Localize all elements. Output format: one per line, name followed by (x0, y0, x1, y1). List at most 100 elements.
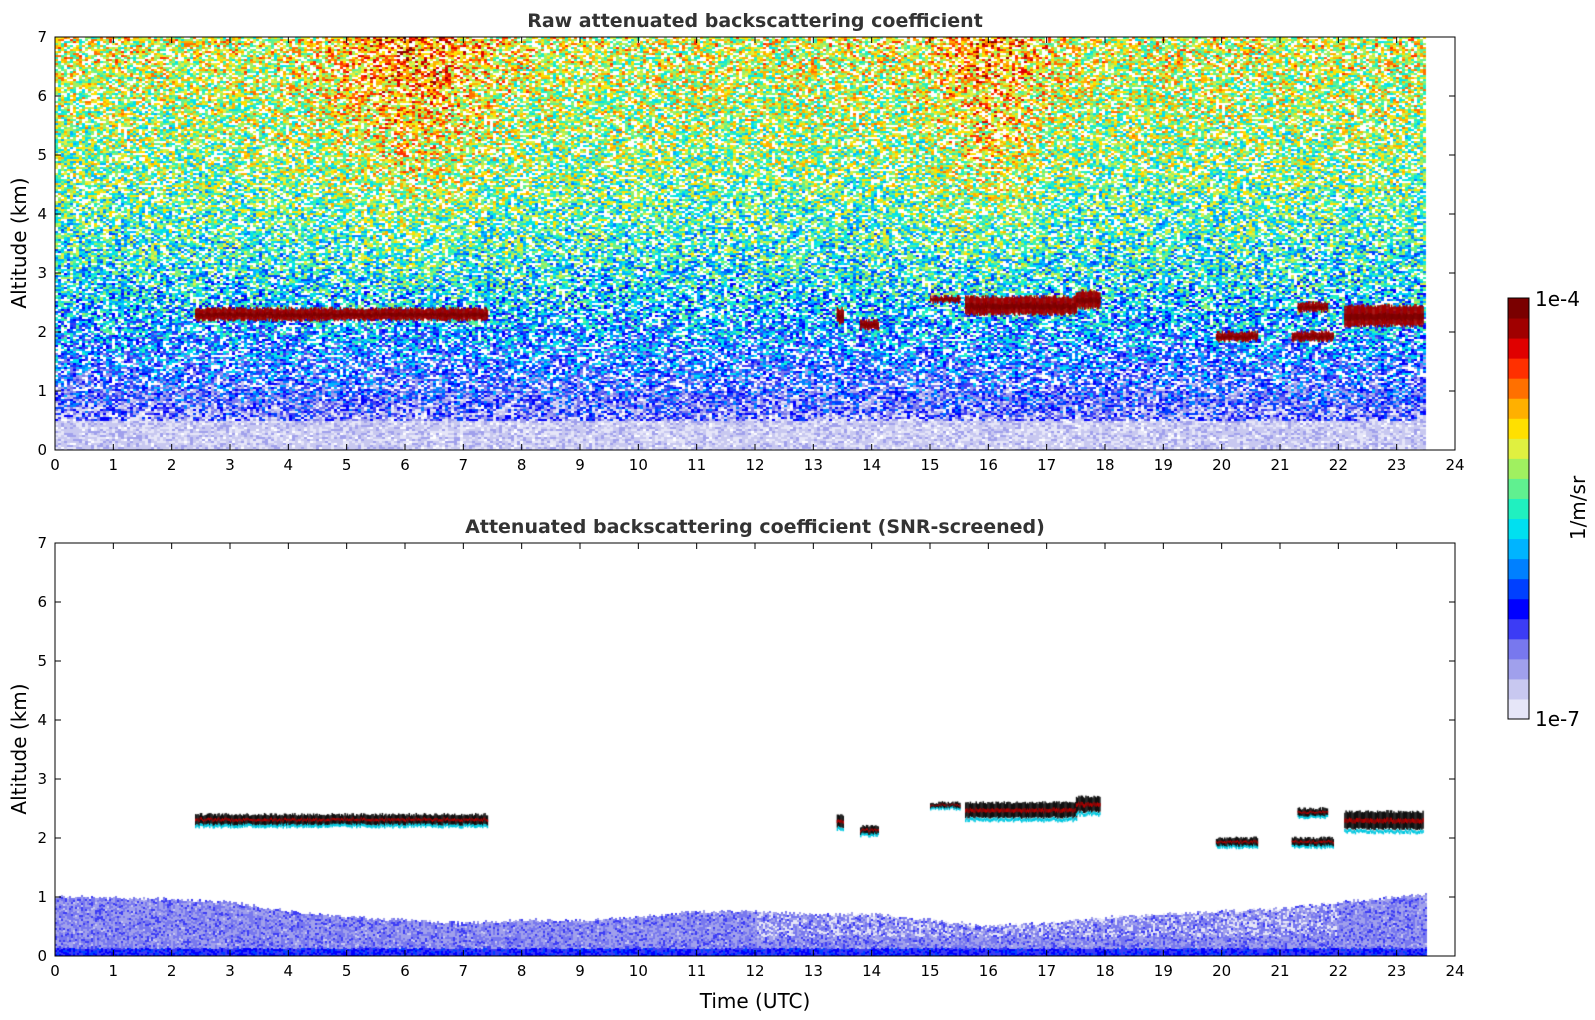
colorbar-segment (1508, 478, 1529, 499)
x-tick-label: 19 (1154, 456, 1173, 474)
x-tick-label: 11 (687, 962, 706, 980)
colorbar-segment (1508, 698, 1529, 720)
colorbar-max-label: 1e-4 (1535, 287, 1580, 311)
x-tick-label: 18 (1095, 962, 1114, 980)
x-tick-label: 22 (1329, 962, 1348, 980)
x-tick-label: 1 (109, 456, 119, 474)
x-tick-label: 13 (804, 456, 823, 474)
panel1-y-ticks: 0 1 2 3 4 5 6 7 (37, 28, 1455, 459)
x-tick-label: 0 (50, 456, 60, 474)
colorbar-segment (1508, 618, 1529, 640)
colorbar-segment (1508, 338, 1529, 359)
panel1-y-axis-label: Altitude (km) (7, 177, 31, 308)
colorbar-segment (1508, 578, 1529, 600)
x-tick-label: 0 (50, 962, 60, 980)
raw-backscatter-panel: Raw attenuated backscattering coefficien… (7, 10, 1465, 474)
y-tick-label: 4 (37, 205, 47, 223)
x-tick-label: 2 (167, 962, 177, 980)
x-tick-label: 1 (109, 962, 119, 980)
colorbar-min-label: 1e-7 (1535, 707, 1580, 731)
x-tick-label: 22 (1329, 456, 1348, 474)
y-tick-label: 4 (37, 711, 47, 729)
panel2-title: Attenuated backscattering coefficient (S… (465, 516, 1045, 538)
x-tick-label: 23 (1387, 962, 1406, 980)
x-tick-label: 16 (979, 962, 998, 980)
x-tick-label: 17 (1037, 962, 1056, 980)
panel1-title: Raw attenuated backscattering coefficien… (527, 10, 983, 32)
y-tick-label: 3 (37, 770, 47, 788)
x-tick-label: 10 (629, 456, 648, 474)
raw-backscatter-heatmap (55, 37, 1455, 450)
x-tick-label: 3 (225, 456, 235, 474)
y-tick-label: 5 (37, 652, 47, 670)
x-tick-label: 4 (284, 456, 294, 474)
x-tick-label: 14 (862, 456, 881, 474)
x-tick-label: 7 (459, 962, 469, 980)
x-tick-label: 6 (400, 456, 410, 474)
x-tick-label: 24 (1445, 962, 1464, 980)
panel2-y-axis-label: Altitude (km) (7, 683, 31, 814)
colorbar-segment (1508, 378, 1529, 399)
colorbar-segment (1508, 418, 1529, 439)
x-tick-label: 9 (575, 962, 585, 980)
y-tick-label: 6 (37, 87, 47, 105)
colorbar-segment (1508, 398, 1529, 419)
x-tick-label: 2 (167, 456, 177, 474)
y-tick-label: 5 (37, 146, 47, 164)
y-tick-label: 2 (37, 323, 47, 341)
colorbar-segment (1508, 318, 1529, 339)
y-tick-label: 6 (37, 593, 47, 611)
x-tick-label: 4 (284, 962, 294, 980)
colorbar-unit-label: 1/m/sr (1566, 475, 1590, 540)
y-tick-label: 1 (37, 382, 47, 400)
panel1-x-ticks: 0 1 2 3 4 5 6 7 8 9 10 11 12 13 14 15 16 17 18 19 20 21 22 23 24 (50, 37, 1465, 474)
x-tick-label: 9 (575, 456, 585, 474)
y-tick-label: 1 (37, 888, 47, 906)
colorbar-segment (1508, 438, 1529, 459)
x-tick-label: 18 (1095, 456, 1114, 474)
x-tick-label: 20 (1212, 456, 1231, 474)
x-tick-label: 14 (862, 962, 881, 980)
x-tick-label: 8 (517, 962, 527, 980)
x-tick-label: 21 (1270, 962, 1289, 980)
panel2-x-ticks: 0 1 2 3 4 5 6 7 8 9 10 11 12 13 14 15 16 17 18 19 20 21 22 23 24 (50, 543, 1465, 980)
colorbar-segment (1508, 658, 1529, 680)
x-tick-label: 20 (1212, 962, 1231, 980)
colorbar-gradient (1508, 298, 1529, 720)
raw-heatmap-image (55, 37, 1455, 450)
y-tick-label: 0 (37, 441, 47, 459)
x-tick-label: 7 (459, 456, 469, 474)
x-tick-label: 8 (517, 456, 527, 474)
x-tick-label: 23 (1387, 456, 1406, 474)
x-tick-label: 5 (342, 456, 352, 474)
screened-backscatter-panel: Attenuated backscattering coefficient (S… (7, 516, 1465, 1013)
y-tick-label: 0 (37, 947, 47, 965)
colorbar: 1e-4 1e-7 1/m/sr (1507, 287, 1590, 731)
colorbar-segment (1508, 638, 1529, 660)
x-tick-label: 19 (1154, 962, 1173, 980)
colorbar-segment (1508, 598, 1529, 620)
panel2-y-ticks: 0 1 2 3 4 5 6 7 (37, 534, 1455, 965)
screened-backscatter-heatmap (55, 543, 1455, 956)
x-tick-label: 15 (920, 456, 939, 474)
x-tick-label: 21 (1270, 456, 1289, 474)
x-tick-label: 11 (687, 456, 706, 474)
y-tick-label: 7 (37, 534, 47, 552)
x-tick-label: 12 (745, 962, 764, 980)
x-tick-label: 17 (1037, 456, 1056, 474)
y-tick-label: 7 (37, 28, 47, 46)
x-tick-label: 15 (920, 962, 939, 980)
colorbar-segment (1508, 458, 1529, 479)
colorbar-segment (1508, 358, 1529, 379)
x-tick-label: 16 (979, 456, 998, 474)
colorbar-segment (1508, 538, 1529, 560)
colorbar-segment (1508, 298, 1529, 319)
x-tick-label: 24 (1445, 456, 1464, 474)
x-tick-label: 12 (745, 456, 764, 474)
screened-heatmap-image (55, 543, 1455, 956)
y-tick-label: 3 (37, 264, 47, 282)
x-tick-label: 10 (629, 962, 648, 980)
x-tick-label: 5 (342, 962, 352, 980)
colorbar-segment (1508, 558, 1529, 580)
